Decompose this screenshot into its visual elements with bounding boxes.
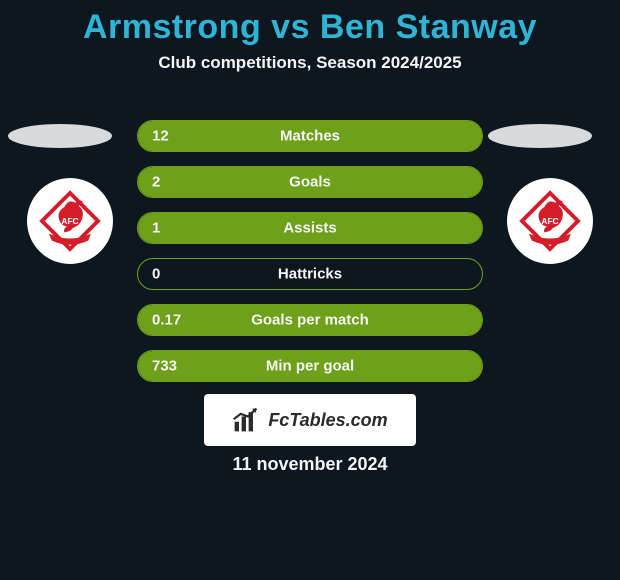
brand-badge: FcTables.com: [204, 394, 416, 446]
stat-value-left: 733: [152, 358, 177, 375]
stat-value-left: 12: [152, 128, 169, 145]
club-afc-label: AFC: [61, 216, 78, 226]
club-badge-left: AFC: [27, 178, 113, 264]
stat-label: Goals: [289, 174, 331, 191]
date-line: 11 november 2024: [232, 454, 387, 475]
stat-label: Matches: [280, 128, 340, 145]
stat-label: Hattricks: [278, 266, 342, 283]
stat-value-left: 2: [152, 174, 160, 191]
page-subtitle: Club competitions, Season 2024/2025: [0, 53, 620, 73]
club-afc-label: AFC: [541, 216, 558, 226]
page-title: Armstrong vs Ben Stanway: [0, 0, 620, 47]
stat-label: Assists: [283, 220, 336, 237]
stats-container: 12 Matches 2 Goals 1 Assists 0 Hattricks 0.17 Goa…: [137, 120, 483, 382]
stat-row: 12 Matches: [137, 120, 483, 152]
stat-label: Goals per match: [251, 312, 369, 329]
player-shadow-right: [488, 124, 592, 148]
player-shadow-left: [8, 124, 112, 148]
club-badge-right: AFC: [507, 178, 593, 264]
brand-text: FcTables.com: [268, 410, 387, 431]
brand-chart-icon: [232, 406, 260, 434]
stat-value-left: 0: [152, 266, 160, 283]
stat-row: 0.17 Goals per match: [137, 304, 483, 336]
stat-label: Min per goal: [266, 358, 354, 375]
stat-value-left: 1: [152, 220, 160, 237]
club-crest-icon: AFC: [515, 186, 585, 256]
club-crest-icon: AFC: [35, 186, 105, 256]
stat-row: 2 Goals: [137, 166, 483, 198]
stat-row: 733 Min per goal: [137, 350, 483, 382]
stat-row: 1 Assists: [137, 212, 483, 244]
stat-value-left: 0.17: [152, 312, 181, 329]
stat-row: 0 Hattricks: [137, 258, 483, 290]
